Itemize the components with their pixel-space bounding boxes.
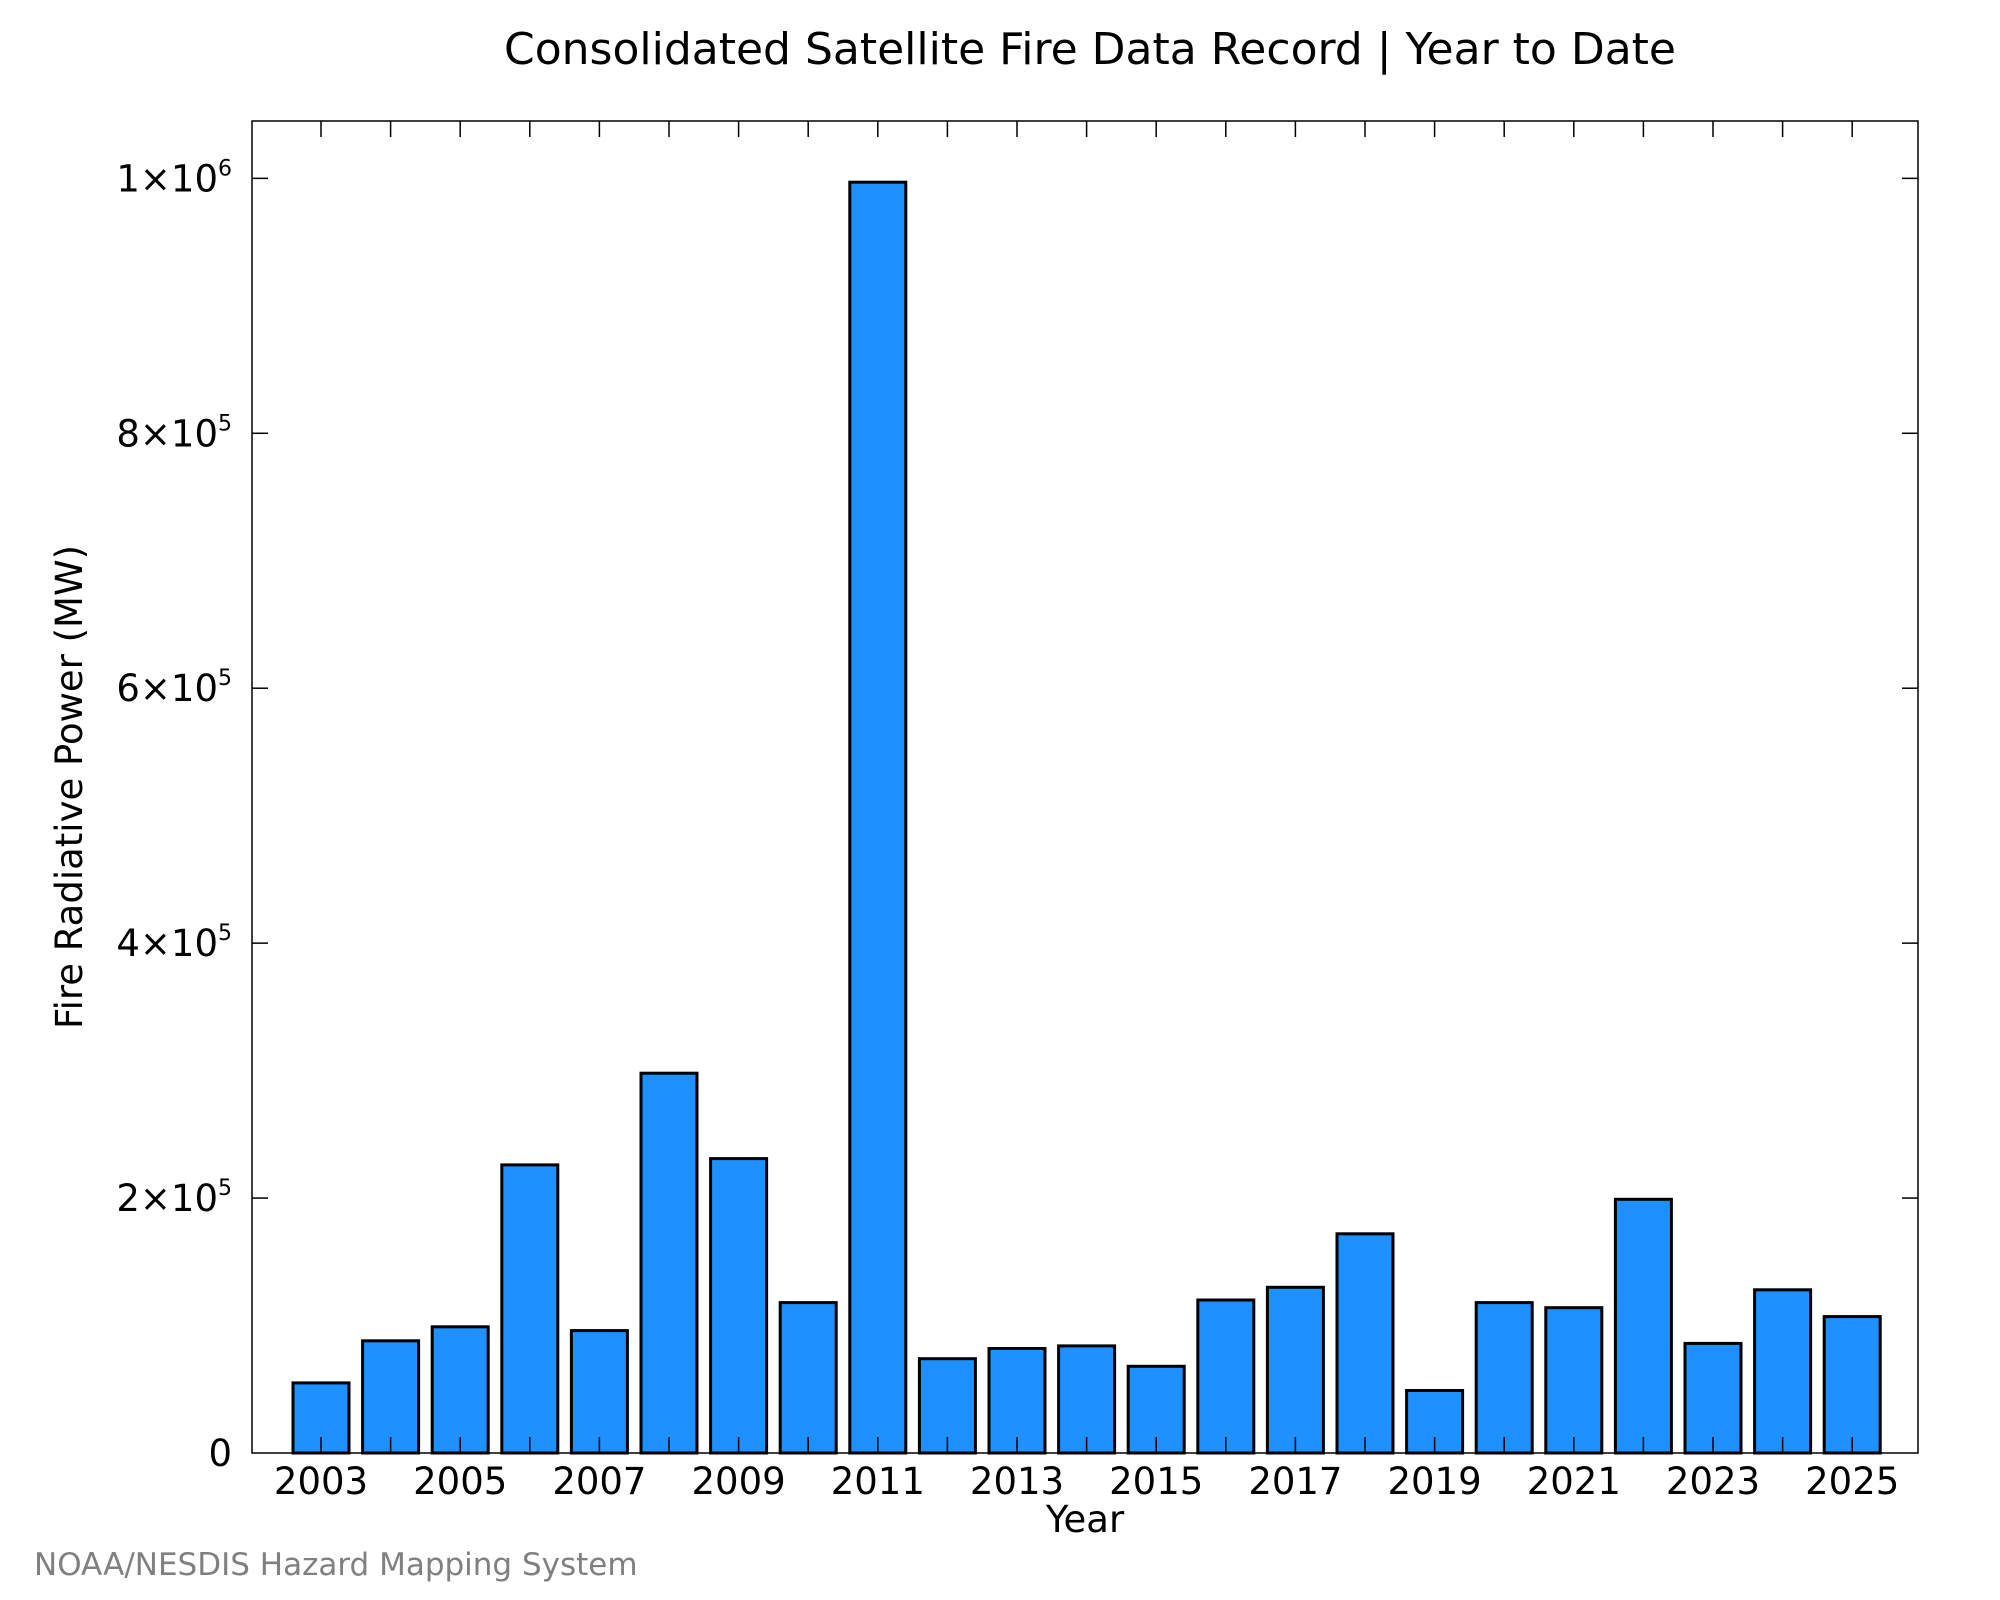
plot-frame: [251, 120, 1919, 1454]
x-tick-label-2011: 2011: [831, 1460, 925, 1503]
bar-2022: [1613, 1197, 1673, 1455]
x-tick-label-2019: 2019: [1388, 1460, 1482, 1503]
y-tick-label: 0: [208, 1432, 232, 1475]
x-tick-label-2003: 2003: [274, 1460, 368, 1503]
bar-2023: [1683, 1341, 1743, 1455]
bar-2018: [1335, 1232, 1395, 1455]
chart-title: Consolidated Satellite Fire Data Record …: [504, 24, 1676, 75]
x-tick-label-2015: 2015: [1109, 1460, 1203, 1503]
bar-2008: [639, 1071, 699, 1455]
x-tick-label-2013: 2013: [970, 1460, 1064, 1503]
bar-2014: [1057, 1344, 1117, 1455]
bar-2004: [361, 1339, 421, 1455]
x-tick-label-2023: 2023: [1666, 1460, 1760, 1503]
y-axis-ticks: 0 2×105 4×105 6×105 8×105 1×106: [116, 156, 1918, 1475]
y-tick-label: 8×105: [116, 411, 232, 455]
bar-2021: [1544, 1306, 1604, 1455]
credit-text: NOAA/NESDIS Hazard Mapping System: [34, 1547, 638, 1583]
y-axis-label: Fire Radiative Power (MW): [48, 545, 91, 1029]
x-tick-label-2025: 2025: [1805, 1460, 1899, 1503]
bar-2010: [778, 1301, 838, 1455]
bar-2009: [709, 1157, 769, 1455]
bar-2016: [1196, 1298, 1256, 1455]
x-tick-label-2007: 2007: [552, 1460, 646, 1503]
x-axis-ticks: 2003 2005 2007 2009 2011 2013 2015 2017 2019 2021…: [274, 121, 1899, 1503]
bar-2007: [569, 1329, 629, 1455]
bar-2025: [1822, 1315, 1882, 1455]
y-tick-label: 2×105: [116, 1176, 232, 1220]
y-tick-label: 1×106: [116, 156, 232, 200]
bar-2024: [1753, 1288, 1813, 1455]
x-tick-label-2005: 2005: [413, 1460, 507, 1503]
bar-2020: [1474, 1301, 1534, 1455]
bar-2011: [848, 180, 908, 1455]
bar-2005: [430, 1325, 490, 1455]
y-tick-label: 4×105: [116, 921, 232, 965]
bar-2006: [500, 1163, 560, 1455]
x-tick-label-2021: 2021: [1527, 1460, 1621, 1503]
bars: [291, 180, 1882, 1455]
x-axis-label: Year: [1045, 1498, 1125, 1541]
x-tick-label-2009: 2009: [692, 1460, 786, 1503]
y-tick-label: 6×105: [116, 666, 232, 710]
x-tick-label-2017: 2017: [1248, 1460, 1342, 1503]
bar-2017: [1265, 1285, 1325, 1455]
